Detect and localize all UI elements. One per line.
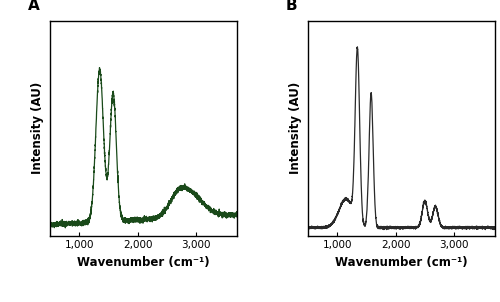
Y-axis label: Intensity (AU): Intensity (AU) <box>290 82 302 175</box>
X-axis label: Wavenumber (cm⁻¹): Wavenumber (cm⁻¹) <box>335 256 468 269</box>
Text: A: A <box>28 0 40 13</box>
Text: B: B <box>286 0 297 13</box>
Y-axis label: Intensity (AU): Intensity (AU) <box>32 82 44 175</box>
X-axis label: Wavenumber (cm⁻¹): Wavenumber (cm⁻¹) <box>77 256 210 269</box>
